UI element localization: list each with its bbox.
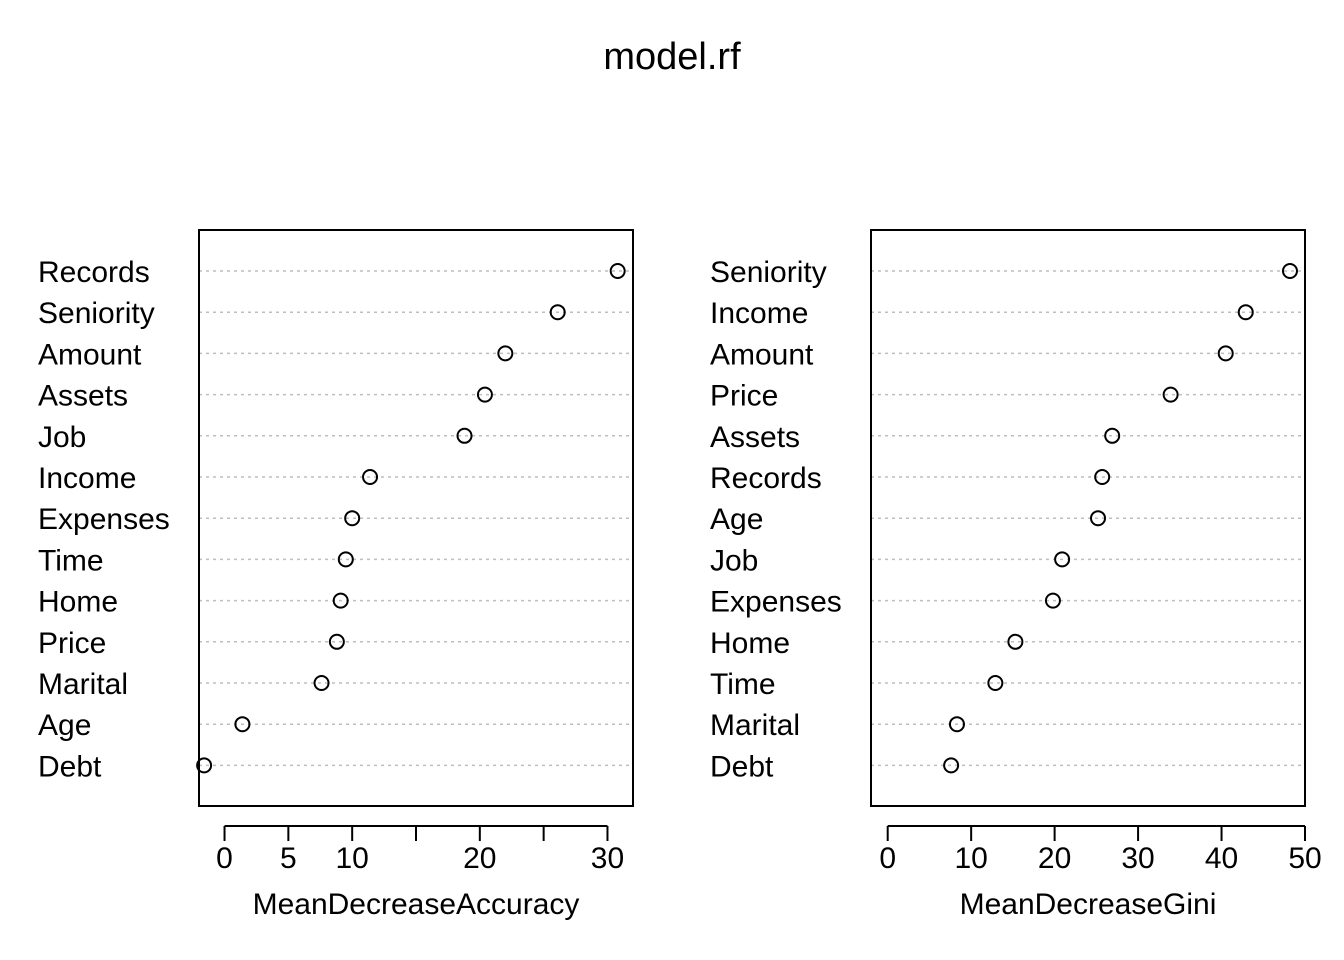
data-point <box>609 263 626 279</box>
x-tick-label: 10 <box>954 842 987 875</box>
plot-frame <box>198 229 634 807</box>
category-label: Time <box>710 668 776 701</box>
data-point <box>344 510 361 527</box>
data-point <box>196 757 213 774</box>
category-label: Seniority <box>38 297 155 330</box>
category-label: Age <box>710 503 763 536</box>
category-label: Amount <box>38 338 142 371</box>
category-label: Home <box>710 627 790 660</box>
data-point <box>456 427 473 444</box>
category-label: Marital <box>710 709 800 742</box>
main-title: model.rf <box>603 36 741 78</box>
data-point <box>987 675 1004 691</box>
panel-mean-decrease-gini: Seniority Income Amount Price Assets Records A… <box>710 229 1322 921</box>
category-label: Records <box>38 256 150 289</box>
category-label: Time <box>38 544 104 577</box>
x-tick-label: 20 <box>1038 842 1071 875</box>
panel-mean-decrease-accuracy: Records Seniority Amount Assets Job Income Exp… <box>38 229 634 921</box>
category-label: Assets <box>38 380 128 413</box>
category-label: Debt <box>710 750 774 783</box>
data-point <box>476 386 493 403</box>
category-label: Home <box>38 586 118 619</box>
data-point <box>1007 633 1024 650</box>
data-point <box>1217 345 1234 362</box>
category-label: Expenses <box>38 503 170 536</box>
data-point <box>1237 304 1254 321</box>
data-point <box>313 675 330 691</box>
data-point <box>328 633 345 650</box>
data-point <box>1094 469 1111 485</box>
data-point <box>948 716 965 733</box>
category-label: Amount <box>710 338 814 371</box>
category-label: Seniority <box>710 256 827 289</box>
category-label: Expenses <box>710 586 842 619</box>
data-point <box>1090 510 1107 527</box>
category-label: Income <box>38 462 136 495</box>
x-tick-label: 5 <box>280 842 297 875</box>
x-axis-title: MeanDecreaseGini <box>960 888 1217 921</box>
data-point <box>1104 427 1121 444</box>
data-point <box>1281 263 1298 279</box>
data-point <box>1054 551 1071 568</box>
x-axis-title: MeanDecreaseAccuracy <box>253 888 580 921</box>
category-label: Debt <box>38 750 102 783</box>
data-point <box>1162 386 1179 403</box>
data-point <box>234 716 251 733</box>
data-point <box>337 551 354 568</box>
data-point <box>332 592 349 609</box>
x-tick-label: 40 <box>1205 842 1238 875</box>
data-point <box>1044 592 1061 609</box>
data-point <box>362 469 379 485</box>
x-tick-label: 0 <box>216 842 233 875</box>
x-tick-label: 50 <box>1288 842 1321 875</box>
category-label: Records <box>710 462 822 495</box>
x-tick-label: 0 <box>879 842 896 875</box>
data-point <box>497 345 514 362</box>
category-label: Assets <box>710 421 800 454</box>
category-label: Price <box>710 380 778 413</box>
data-point <box>943 757 960 774</box>
plot-frame <box>870 229 1306 807</box>
x-tick-label: 30 <box>591 842 624 875</box>
x-tick-label: 20 <box>463 842 496 875</box>
category-label: Job <box>710 544 758 577</box>
category-label: Income <box>710 297 808 330</box>
category-label: Job <box>38 421 86 454</box>
data-point <box>549 304 566 321</box>
category-label: Age <box>38 709 91 742</box>
x-tick-label: 10 <box>335 842 368 875</box>
category-label: Price <box>38 627 106 660</box>
x-tick-label: 30 <box>1121 842 1154 875</box>
category-label: Marital <box>38 668 128 701</box>
